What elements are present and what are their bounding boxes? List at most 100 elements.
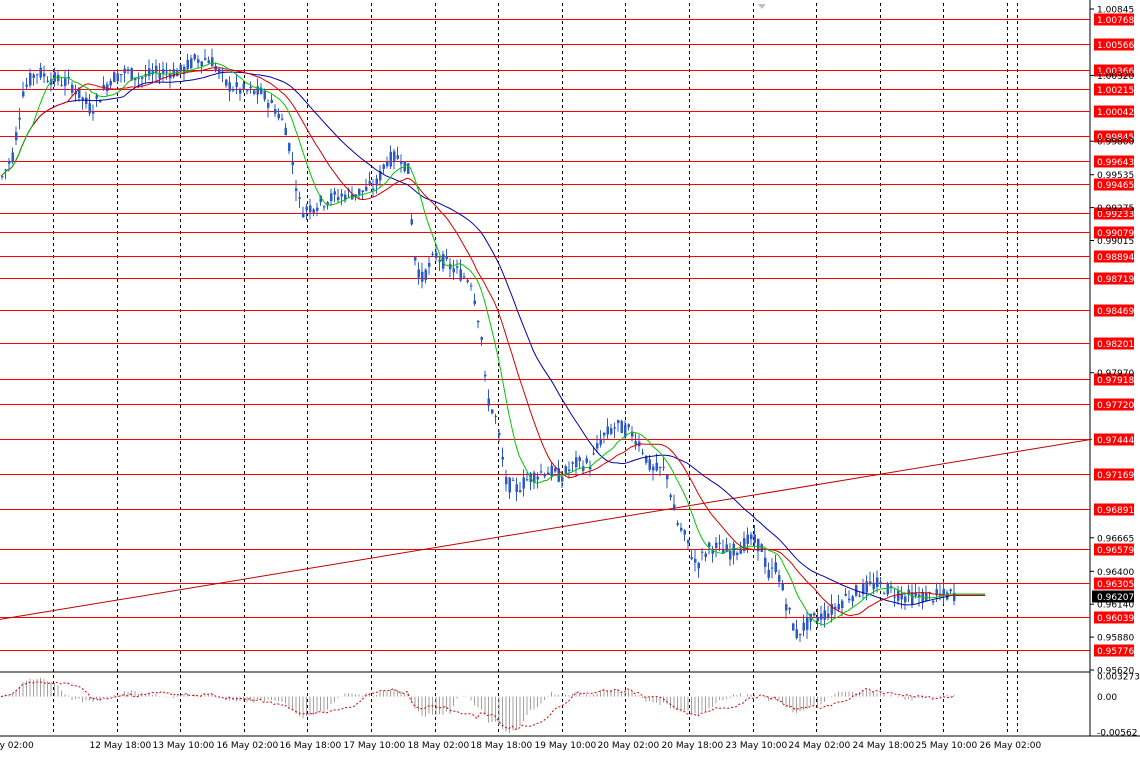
- candle: [536, 472, 539, 489]
- candle-body: [918, 594, 921, 598]
- level-label-bg: [1094, 398, 1134, 411]
- candle-body: [284, 127, 287, 136]
- candle: [337, 188, 340, 203]
- scroll-marker: [758, 4, 766, 9]
- time-axis-label: 16 May 18:00: [280, 741, 342, 751]
- candle-body: [879, 581, 882, 583]
- candle-body: [627, 424, 630, 428]
- candle-body: [99, 100, 102, 103]
- time-axis-label: 24 May 02:00: [789, 741, 851, 751]
- candle-body: [141, 77, 144, 79]
- candle-body: [662, 466, 665, 468]
- candle-body: [732, 543, 735, 556]
- candle-body: [158, 73, 161, 79]
- candle-body: [603, 432, 606, 436]
- candle: [298, 191, 301, 208]
- candle-body: [312, 209, 315, 213]
- candle: [270, 94, 273, 104]
- candle: [750, 531, 753, 546]
- candle-body: [669, 495, 672, 498]
- candle-body: [585, 458, 588, 463]
- level-label-bg: [1094, 272, 1134, 285]
- level-label-bg: [1094, 130, 1134, 143]
- candle-body: [295, 188, 298, 191]
- candle: [844, 587, 847, 597]
- candle-body: [820, 613, 823, 620]
- candle-body: [22, 91, 25, 97]
- candle-body: [438, 259, 441, 262]
- candle-body: [624, 425, 627, 437]
- candle-body: [204, 58, 207, 60]
- candle-body: [841, 600, 844, 608]
- candle-body: [270, 99, 273, 103]
- level-label: 0.96039: [1097, 614, 1134, 624]
- candle: [267, 99, 270, 118]
- candle-body: [648, 459, 651, 470]
- candle-body: [914, 592, 917, 596]
- candle-body: [50, 79, 53, 85]
- candle: [193, 53, 196, 61]
- osc-tick-label: 0.00: [1097, 693, 1117, 703]
- candle-body: [690, 557, 693, 560]
- candle-body: [176, 71, 179, 77]
- candle: [862, 578, 865, 600]
- osc-tick-label: -0.00562: [1097, 729, 1137, 739]
- price-tick-label: 0.96140: [1097, 601, 1134, 611]
- candle-body: [410, 219, 413, 225]
- level-label-bg: [1094, 64, 1134, 77]
- candle-body: [760, 544, 763, 552]
- candle: [127, 66, 130, 74]
- candle: [641, 448, 644, 456]
- price-tick-label: 1.00845: [1097, 6, 1134, 16]
- candle-body: [358, 188, 361, 195]
- candle: [694, 549, 697, 572]
- ma-slow-line: [0, 71, 985, 606]
- candle: [753, 524, 756, 549]
- candle: [872, 572, 875, 594]
- candle-body: [872, 582, 875, 590]
- candle: [36, 73, 39, 84]
- level-label: 0.96305: [1097, 580, 1134, 590]
- candle-body: [36, 74, 39, 76]
- candle-body: [232, 89, 235, 91]
- candle: [613, 422, 616, 439]
- candle: [11, 147, 14, 164]
- candle-body: [939, 593, 942, 595]
- price-tick-label: 0.96665: [1097, 534, 1134, 544]
- candle: [659, 466, 662, 477]
- ma-fast-line: [0, 62, 985, 626]
- candle-body: [634, 441, 637, 445]
- candle-body: [645, 455, 648, 463]
- candle-body: [67, 77, 70, 79]
- candle-body: [687, 539, 690, 544]
- candle-body: [550, 465, 553, 477]
- price-tick-label: 0.99800: [1097, 138, 1134, 148]
- candle: [487, 389, 490, 412]
- candle-body: [449, 263, 452, 270]
- candle-body: [155, 65, 158, 73]
- level-label-bg: [1094, 105, 1134, 118]
- candle-body: [267, 103, 270, 108]
- candle: [876, 570, 879, 593]
- level-label: 0.97720: [1097, 401, 1134, 411]
- candle: [25, 77, 28, 90]
- candle: [431, 251, 434, 257]
- candle: [505, 469, 508, 492]
- level-label: 1.00768: [1097, 16, 1134, 26]
- candle: [316, 202, 319, 217]
- candle-body: [736, 552, 739, 556]
- candle: [95, 92, 98, 107]
- candle-body: [428, 262, 431, 267]
- candle: [571, 461, 574, 472]
- candle: [81, 96, 84, 110]
- candle: [239, 87, 242, 101]
- candle: [323, 204, 326, 211]
- candle-body: [498, 432, 501, 436]
- candle: [547, 466, 550, 475]
- level-label: 0.99845: [1097, 133, 1134, 143]
- candle: [953, 583, 956, 606]
- candle: [288, 142, 291, 155]
- candle-body: [256, 86, 259, 95]
- time-axis-label: 18 May 18:00: [471, 741, 533, 751]
